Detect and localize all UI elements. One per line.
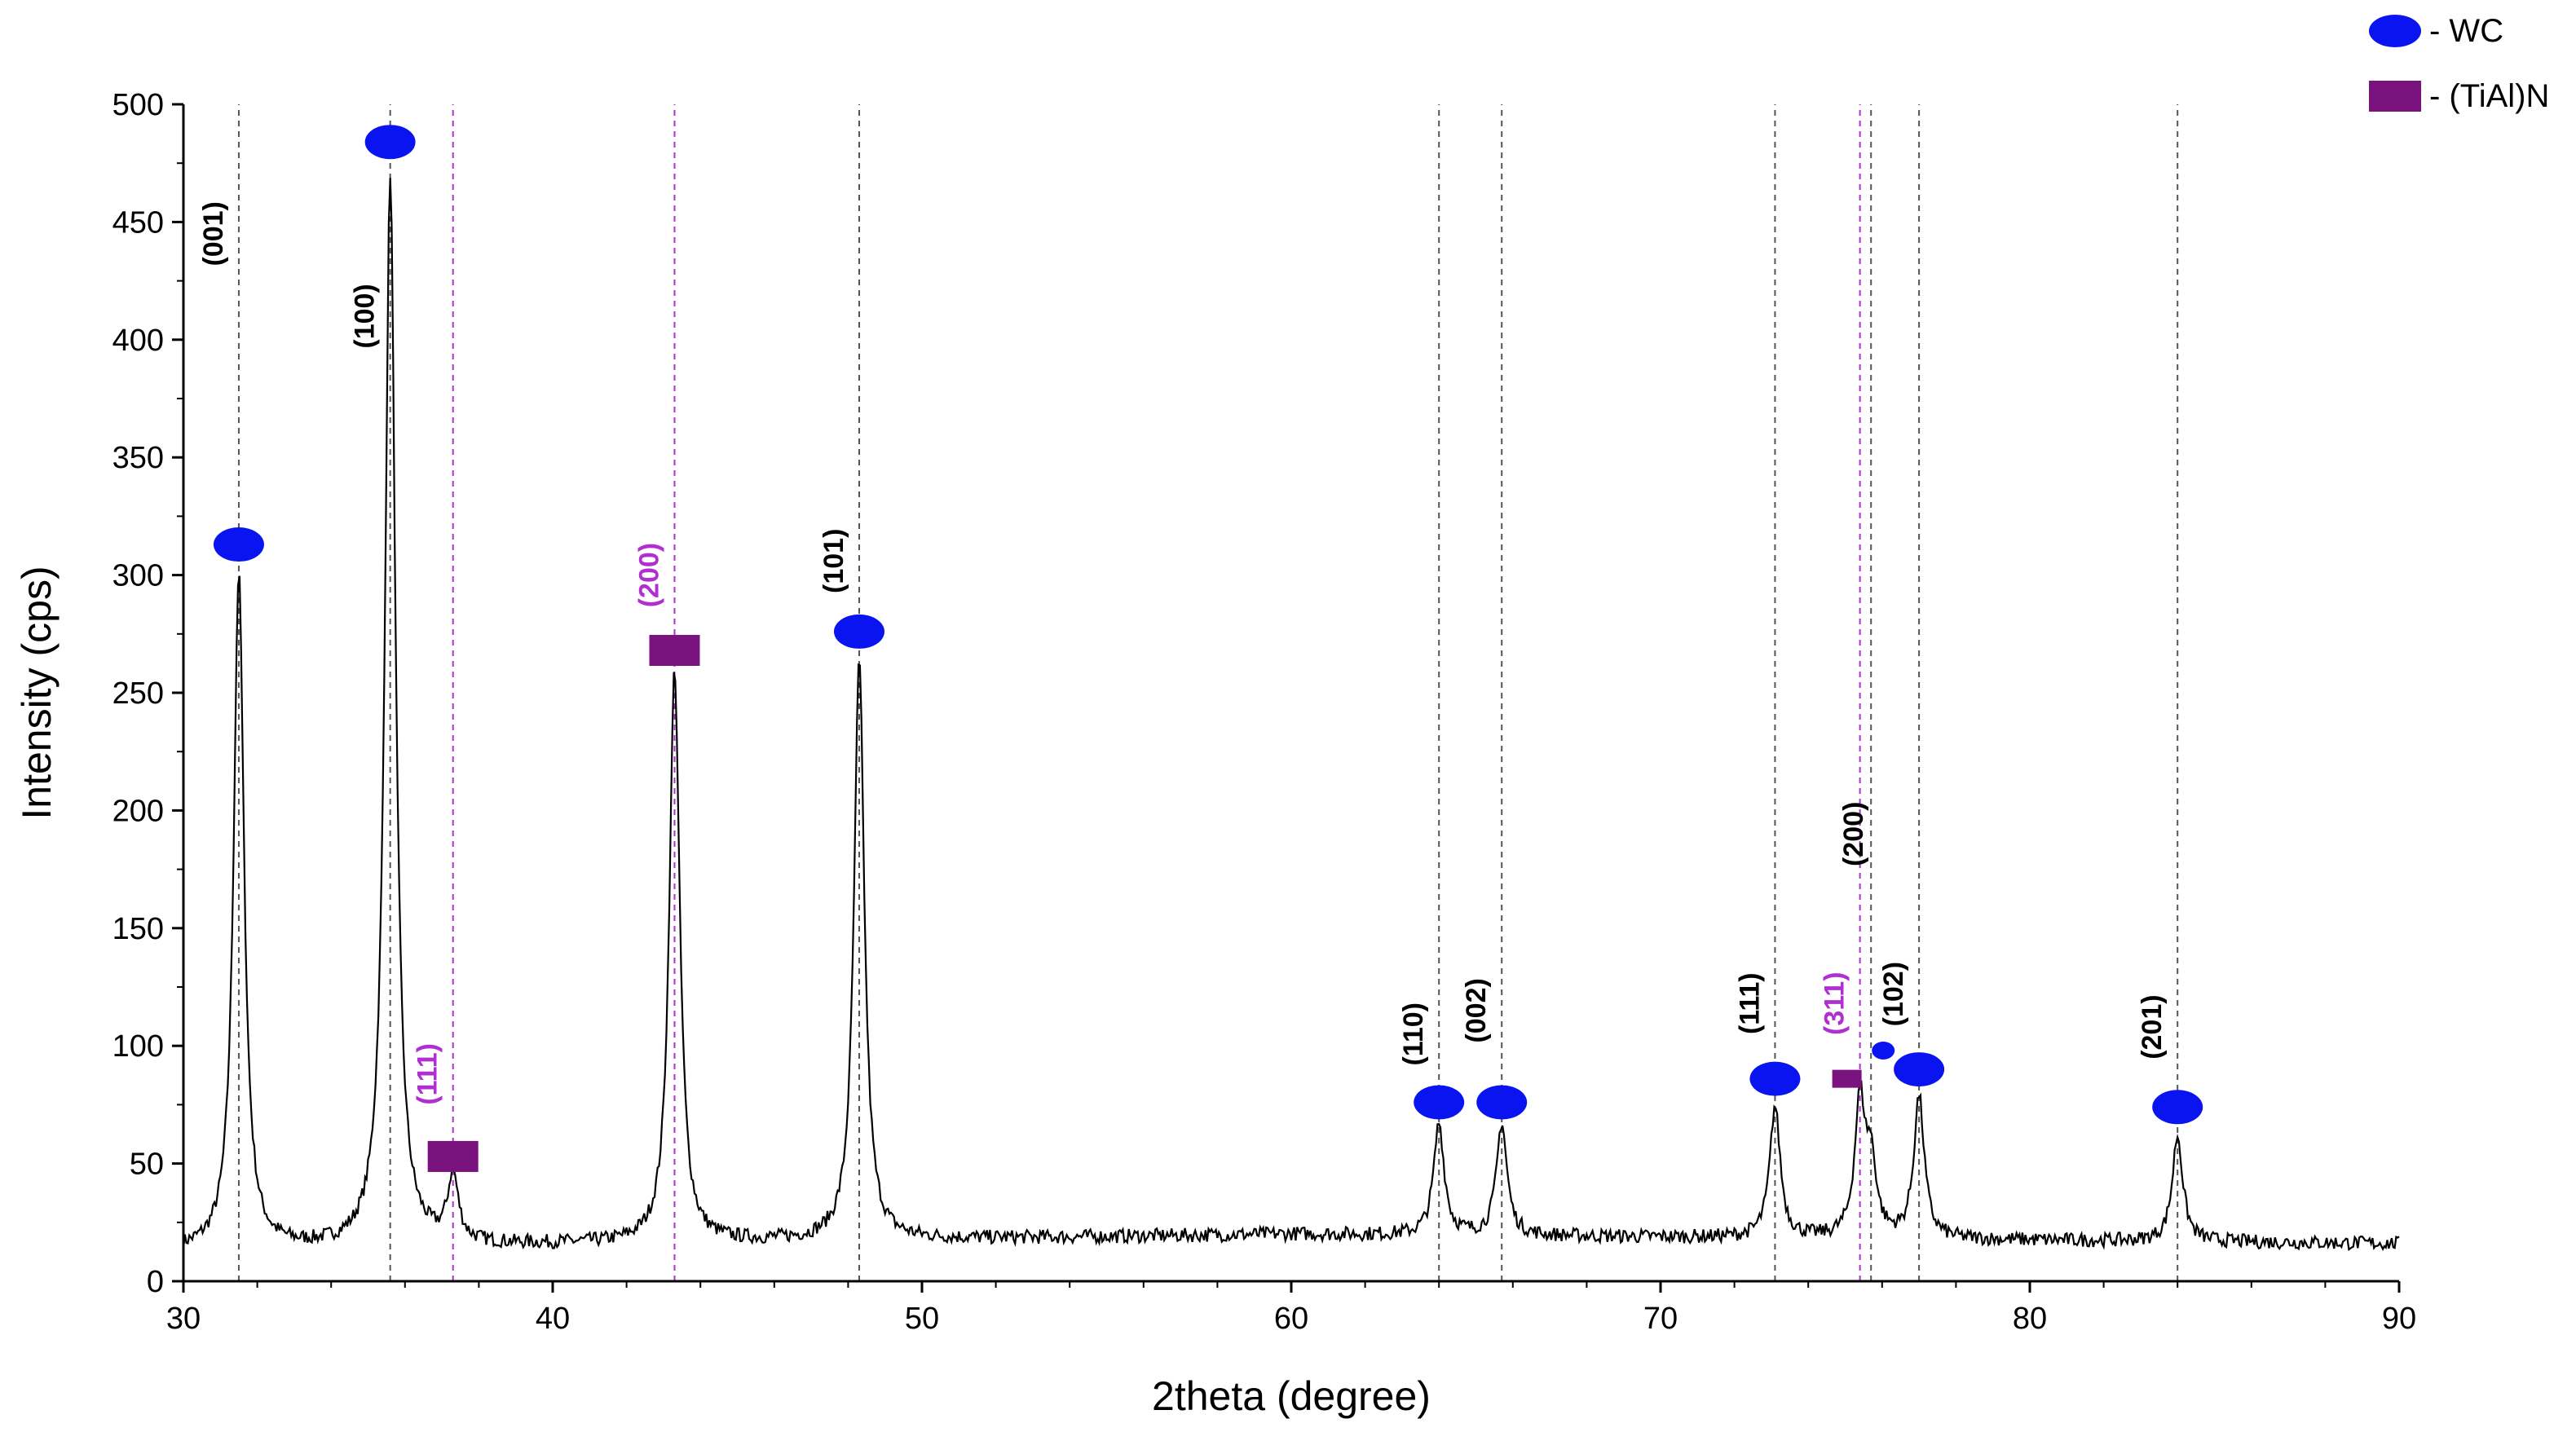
y-axis-title: Intensity (cps): [14, 566, 60, 819]
reference-lines: [237, 104, 2179, 1281]
tialn-marker: [427, 1140, 479, 1172]
x-tick-label: 80: [2013, 1302, 2047, 1336]
legend-wc-marker: [2369, 15, 2421, 47]
x-tick-label: 50: [905, 1302, 939, 1336]
tialn-marker: [1832, 1069, 1862, 1088]
legend-tialn-marker: [2369, 81, 2421, 112]
hkl-label: (111): [1734, 972, 1765, 1034]
y-tick-label: 100: [112, 1029, 164, 1064]
y-ticks: 0 50 100 150 200 250 300 350 400 450 500: [112, 88, 183, 1299]
wc-marker: [2152, 1090, 2203, 1125]
hkl-label: (100): [350, 284, 381, 348]
wc-marker: [1414, 1085, 1465, 1120]
y-tick-label: 50: [130, 1148, 164, 1182]
wc-marker: [1749, 1061, 1801, 1096]
wc-marker: [833, 614, 884, 649]
x-tick-label: 40: [536, 1302, 570, 1336]
y-tick-label: 500: [112, 88, 164, 122]
wc-marker: [1872, 1041, 1895, 1060]
x-tick-label: 30: [166, 1302, 201, 1336]
x-ticks: 30 40 50 60 70 80 90: [166, 1281, 2416, 1336]
y-tick-label: 200: [112, 794, 164, 828]
y-tick-label: 150: [112, 912, 164, 946]
y-tick-label: 400: [112, 324, 164, 358]
y-tick-label: 350: [112, 441, 164, 475]
hkl-label: (200): [1838, 802, 1869, 866]
hkl-label: (001): [198, 201, 229, 266]
wc-marker: [1476, 1085, 1528, 1120]
y-tick-label: 250: [112, 676, 164, 711]
hkl-label: (111): [412, 1043, 443, 1105]
hkl-label: (201): [2137, 994, 2168, 1059]
phase-markers: [213, 125, 2203, 1172]
x-tick-label: 70: [1643, 1302, 1678, 1336]
hkl-labels: (001) (100) (111) (200) (101) (110) (002) (111)…: [198, 201, 2168, 1105]
hkl-label: (101): [818, 529, 849, 593]
legend-label: - (TiAl)N: [2429, 78, 2549, 114]
tialn-marker: [649, 635, 700, 667]
y-tick-label: 300: [112, 559, 164, 593]
hkl-label: (200): [633, 543, 664, 607]
x-tick-label: 90: [2382, 1302, 2416, 1336]
y-tick-label: 450: [112, 205, 164, 240]
axes: [182, 104, 2399, 1283]
x-axis-title: 2theta (degree): [1152, 1373, 1431, 1419]
x-tick-label: 60: [1274, 1302, 1308, 1336]
wc-marker: [1894, 1052, 1945, 1087]
legend: - WC - (TiAl)N: [2369, 13, 2549, 114]
hkl-label: (311): [1820, 972, 1850, 1035]
hkl-label: (110): [1398, 1002, 1429, 1066]
wc-marker: [213, 527, 264, 562]
hkl-label: (002): [1461, 978, 1492, 1042]
hkl-label: (102): [1878, 962, 1909, 1026]
y-tick-label: 0: [147, 1265, 164, 1299]
diffraction-line: [182, 178, 2400, 1252]
wc-marker: [364, 125, 416, 160]
legend-label: - WC: [2429, 13, 2503, 49]
